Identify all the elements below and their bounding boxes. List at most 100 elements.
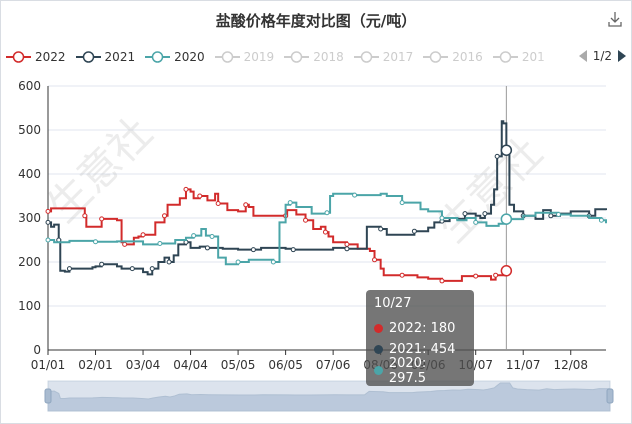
data-point-2022[interactable] [303, 217, 309, 223]
data-point-2022[interactable] [243, 202, 249, 208]
hover-point-2022 [500, 265, 513, 277]
legend-page-label: 1/2 [592, 49, 612, 63]
data-point-2021[interactable] [129, 266, 135, 272]
tooltip: 10/27 2022: 180 2021: 454 2020: 297.5 [366, 290, 474, 386]
data-point-2022[interactable] [372, 257, 378, 263]
data-point-2020[interactable] [157, 241, 163, 247]
data-point-2022[interactable] [45, 208, 51, 214]
data-point-2020[interactable] [598, 217, 604, 223]
data-point-2020[interactable] [270, 259, 276, 265]
datazoom-preview [47, 382, 611, 412]
data-point-2020[interactable] [191, 233, 197, 239]
legend-marker-icon [284, 51, 310, 63]
tooltip-row-2022: 2022: 180 [374, 318, 466, 339]
legend-item-2021[interactable]: 2021 [75, 50, 136, 64]
data-point-2022[interactable] [82, 213, 88, 219]
tooltip-dot-2022 [374, 324, 383, 333]
x-tick-label: 06/05 [268, 358, 303, 372]
data-point-2021[interactable] [462, 211, 468, 217]
legend-label: 2020 [174, 50, 205, 64]
data-point-2022[interactable] [122, 241, 128, 247]
datazoom-selection[interactable] [48, 381, 610, 411]
legend-item-2016[interactable]: 2016 [423, 50, 483, 64]
data-point-2021[interactable] [344, 246, 350, 252]
tooltip-dot-2020 [374, 366, 383, 375]
data-point-2022[interactable] [140, 232, 146, 238]
data-point-2022[interactable] [99, 216, 105, 222]
data-point-2021[interactable] [66, 266, 72, 272]
data-point-2020[interactable] [235, 259, 241, 265]
y-tick-label: 0 [33, 343, 41, 357]
data-point-2022[interactable] [215, 200, 221, 206]
legend-pager: 1/2 [574, 49, 626, 63]
data-point-2021[interactable] [494, 153, 500, 159]
legend-marker-icon [75, 51, 101, 63]
data-point-2020[interactable] [324, 210, 330, 216]
legend-label: 2016 [452, 50, 483, 64]
series-line-2020[interactable] [48, 192, 607, 266]
data-point-2021[interactable] [204, 245, 210, 251]
data-point-2021[interactable] [411, 228, 417, 234]
data-point-2021[interactable] [250, 247, 256, 253]
legend-label: 2018 [313, 50, 344, 64]
data-point-2020[interactable] [439, 215, 445, 221]
watermark-text: 生意社 [38, 108, 162, 232]
data-point-2021[interactable] [378, 226, 384, 232]
legend-label: 2021 [104, 50, 136, 64]
data-point-2021[interactable] [482, 211, 488, 217]
legend-item-2017[interactable]: 2017 [353, 50, 414, 64]
data-point-2020[interactable] [209, 233, 215, 239]
data-point-2020[interactable] [399, 200, 405, 206]
datazoom-right-handle[interactable] [606, 388, 614, 404]
data-point-2022[interactable] [183, 186, 189, 192]
data-point-2022[interactable] [322, 229, 328, 235]
legend-marker-icon [214, 51, 240, 63]
data-point-2022[interactable] [344, 241, 350, 247]
legend-marker-icon [492, 51, 518, 63]
legend-label: 2019 [243, 50, 275, 64]
legend-label: 2017 [382, 50, 414, 64]
legend-marker-icon [145, 51, 171, 63]
data-point-2020[interactable] [352, 192, 358, 198]
data-point-2022[interactable] [399, 272, 405, 278]
legend-item-2022[interactable]: 2022 [6, 50, 66, 64]
y-tick-label: 400 [18, 167, 41, 181]
data-point-2022[interactable] [493, 272, 499, 278]
data-point-2020[interactable] [287, 200, 293, 206]
hover-point-2020 [500, 213, 513, 225]
data-point-2022[interactable] [162, 213, 168, 219]
legend-marker-icon [353, 51, 379, 63]
x-tick-label: 02/01 [78, 358, 113, 372]
data-point-2020[interactable] [473, 219, 479, 225]
legend-fade [536, 44, 576, 68]
legend-item-2019[interactable]: 2019 [214, 50, 275, 64]
chart-title: 盐酸价格年度对比图（元/吨） [215, 12, 417, 30]
y-tick-label: 600 [18, 79, 41, 93]
x-tick-label: 12/08 [553, 358, 588, 372]
data-point-2021[interactable] [99, 261, 105, 267]
data-point-2021[interactable] [149, 266, 155, 272]
legend-prev-arrow-icon[interactable] [578, 50, 587, 62]
tooltip-value-2020: 2020: 297.5 [388, 355, 427, 386]
data-point-2022[interactable] [473, 273, 479, 279]
data-point-2020[interactable] [45, 237, 51, 243]
legend-next-arrow-icon[interactable] [618, 50, 626, 62]
legend-item-2018[interactable]: 2018 [284, 50, 344, 64]
x-tick-label: 01/01 [31, 358, 66, 372]
data-point-2022[interactable] [439, 278, 445, 284]
data-point-2022[interactable] [197, 193, 203, 199]
data-point-2020[interactable] [555, 211, 561, 217]
data-point-2021[interactable] [290, 247, 296, 253]
data-point-2021[interactable] [166, 259, 172, 265]
legend-marker-icon [6, 51, 31, 63]
download-icon[interactable] [606, 10, 624, 28]
data-point-2021[interactable] [548, 213, 554, 219]
y-tick-label: 300 [18, 211, 41, 225]
data-point-2020[interactable] [93, 239, 99, 245]
x-tick-label: 03/04 [126, 358, 161, 372]
data-point-2021[interactable] [45, 219, 51, 225]
x-tick-label: 07/06 [316, 358, 351, 372]
datazoom-left-handle[interactable] [44, 388, 52, 404]
legend-item-2020[interactable]: 2020 [145, 50, 205, 64]
